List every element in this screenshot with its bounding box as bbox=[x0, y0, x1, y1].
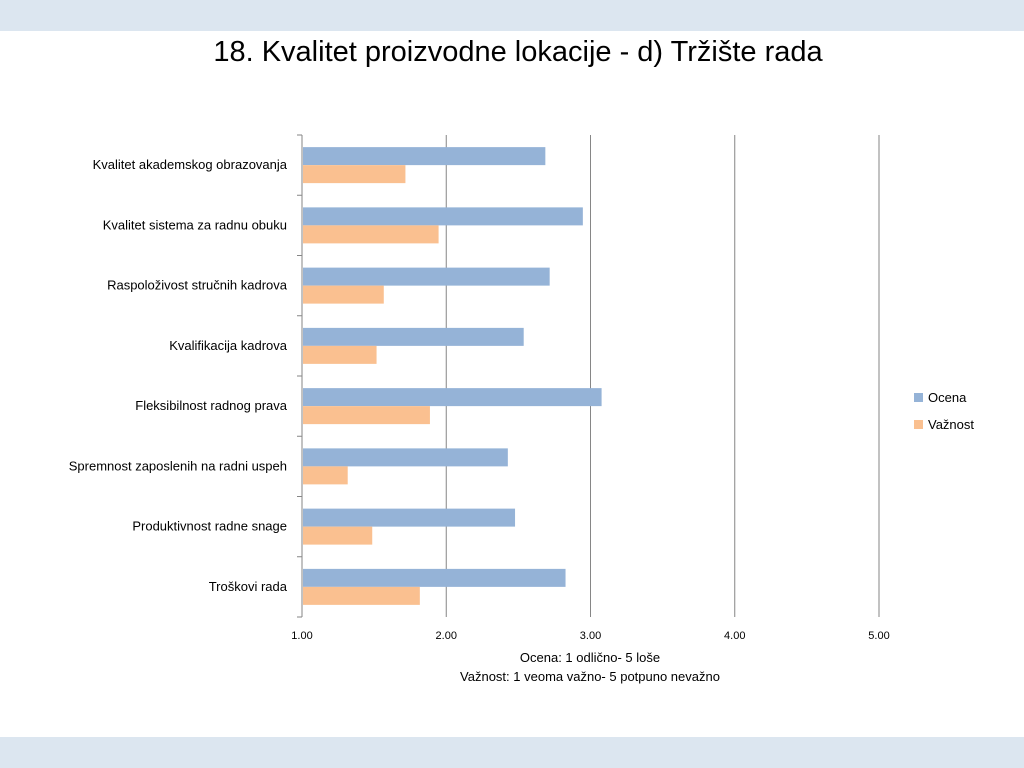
legend-label: Ocena bbox=[928, 390, 967, 405]
bar-vaznost bbox=[303, 285, 384, 304]
bottom-band bbox=[0, 737, 1024, 768]
bar-ocena bbox=[303, 388, 602, 407]
x-axis-caption-line-2: Važnost: 1 veoma važno- 5 potpuno nevažn… bbox=[460, 669, 720, 684]
bar-ocena bbox=[303, 327, 524, 346]
category-label: Raspoloživost stručnih kadrova bbox=[107, 278, 288, 293]
legend-swatch bbox=[914, 393, 923, 402]
category-label: Fleksibilnost radnog prava bbox=[135, 398, 288, 413]
x-tick-label: 1.00 bbox=[291, 630, 312, 642]
legend: Ocena Važnost bbox=[914, 390, 974, 432]
slide-title: 18. Kvalitet proizvodne lokacije - d) Tr… bbox=[213, 36, 823, 68]
bar-vaznost bbox=[303, 466, 348, 485]
category-label: Kvalitet sistema za radnu obuku bbox=[103, 217, 287, 232]
bar-vaznost bbox=[303, 345, 377, 364]
bar-vaznost bbox=[303, 586, 420, 605]
bar-vaznost bbox=[303, 225, 439, 244]
x-tick-label: 4.00 bbox=[724, 630, 745, 642]
bar-ocena bbox=[303, 207, 583, 226]
bar-ocena bbox=[303, 508, 516, 527]
x-tick-labels: 1.00 2.00 3.00 4.00 5.00 bbox=[291, 630, 889, 642]
legend-label: Važnost bbox=[928, 417, 974, 432]
bar-ocena bbox=[303, 448, 508, 467]
bars bbox=[303, 147, 602, 605]
category-label: Troškovi rada bbox=[209, 579, 288, 594]
x-tick-label: 2.00 bbox=[436, 630, 457, 642]
grid-lines bbox=[445, 135, 880, 617]
category-labels: Kvalitet akademskog obrazovanja Kvalitet … bbox=[69, 157, 288, 594]
bar-vaznost bbox=[303, 165, 406, 184]
x-tick-label: 5.00 bbox=[868, 630, 889, 642]
legend-swatch bbox=[914, 420, 923, 429]
category-label: Kvalifikacija kadrova bbox=[169, 338, 288, 353]
bar-vaznost bbox=[303, 526, 373, 545]
axes bbox=[297, 134, 303, 618]
bar-ocena bbox=[303, 568, 566, 587]
bar-ocena bbox=[303, 147, 546, 166]
x-axis-caption-line-1: Ocena: 1 odlično- 5 loše bbox=[519, 650, 661, 665]
top-band bbox=[0, 0, 1024, 31]
bar-vaznost bbox=[303, 406, 430, 425]
category-label: Produktivnost radne snage bbox=[132, 519, 287, 534]
x-tick-label: 3.00 bbox=[580, 630, 601, 642]
category-label: Kvalitet akademskog obrazovanja bbox=[93, 157, 288, 172]
bar-ocena bbox=[303, 267, 550, 286]
category-label: Spremnost zaposlenih na radni uspeh bbox=[69, 458, 287, 473]
